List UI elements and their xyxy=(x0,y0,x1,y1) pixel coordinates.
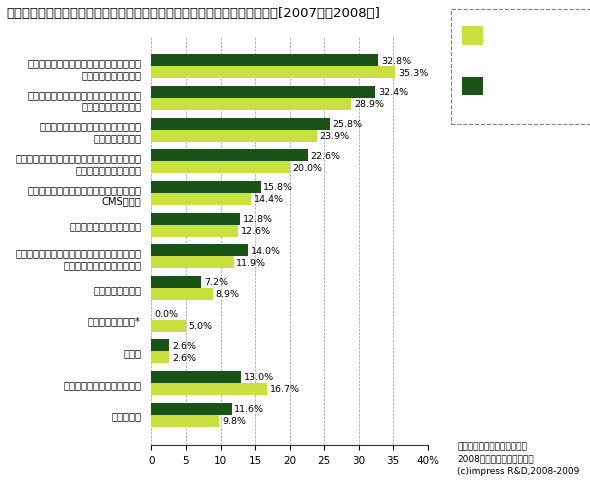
Text: 12.6%: 12.6% xyxy=(241,227,271,236)
Text: 25.8%: 25.8% xyxy=(332,120,362,129)
Bar xyxy=(152,193,251,205)
Text: 費用対効果を期待して今後取り組みたいモバイルウェブサイトのための対策[2007年－2008年]: 費用対効果を期待して今後取り組みたいモバイルウェブサイトのための対策[2007年… xyxy=(6,7,380,20)
Bar xyxy=(152,339,169,351)
Bar xyxy=(152,415,219,427)
Bar xyxy=(152,99,351,111)
Bar xyxy=(152,213,240,225)
Bar xyxy=(152,162,290,174)
Text: 9.8%: 9.8% xyxy=(222,416,246,425)
Text: 7.2%: 7.2% xyxy=(204,278,228,287)
Bar xyxy=(152,150,307,162)
Bar xyxy=(152,403,231,415)
Text: 15.8%: 15.8% xyxy=(263,183,293,192)
Bar xyxy=(152,67,395,79)
Bar xyxy=(152,225,238,237)
Text: 32.4%: 32.4% xyxy=(378,88,408,97)
Text: 2007年: 2007年 xyxy=(487,80,519,90)
Text: 2008年: 2008年 xyxy=(487,30,519,39)
Text: 2.6%: 2.6% xyxy=(172,341,196,350)
Text: 0.0%: 0.0% xyxy=(154,310,178,318)
Bar xyxy=(152,276,201,288)
Bar xyxy=(152,288,213,300)
Text: 2008年より追加した項目。: 2008年より追加した項目。 xyxy=(457,454,534,463)
Bar xyxy=(152,131,317,143)
Text: 11.6%: 11.6% xyxy=(234,404,264,413)
Bar xyxy=(152,383,267,395)
Text: 12.8%: 12.8% xyxy=(242,215,273,224)
Text: 11.9%: 11.9% xyxy=(237,258,267,267)
Text: 13.0%: 13.0% xyxy=(244,372,274,382)
Text: (c)impress R&D,2008-2009: (c)impress R&D,2008-2009 xyxy=(457,466,579,475)
Text: N=500: N=500 xyxy=(487,90,523,100)
Text: 14.4%: 14.4% xyxy=(254,195,284,204)
Bar xyxy=(152,181,261,193)
Bar xyxy=(152,87,375,99)
Text: 14.0%: 14.0% xyxy=(251,246,281,255)
Bar xyxy=(152,245,248,257)
Text: 5.0%: 5.0% xyxy=(189,322,213,330)
Text: 8.9%: 8.9% xyxy=(216,290,240,299)
Bar xyxy=(152,257,234,269)
Bar xyxy=(152,371,241,383)
Bar xyxy=(152,320,186,332)
Text: 20.0%: 20.0% xyxy=(293,164,322,172)
Text: 28.9%: 28.9% xyxy=(354,100,384,109)
Text: 32.8%: 32.8% xyxy=(381,57,411,66)
Text: ＊「一般サイトの開設」は、: ＊「一般サイトの開設」は、 xyxy=(457,442,527,451)
Text: 35.3%: 35.3% xyxy=(398,69,428,78)
Text: 16.7%: 16.7% xyxy=(270,384,300,394)
Bar xyxy=(152,55,378,67)
Text: 23.9%: 23.9% xyxy=(319,132,349,141)
Bar xyxy=(152,351,169,363)
Text: N=1,153: N=1,153 xyxy=(487,41,533,50)
Text: 2.6%: 2.6% xyxy=(172,353,196,362)
Bar xyxy=(152,119,330,131)
Text: 22.6%: 22.6% xyxy=(310,152,340,160)
